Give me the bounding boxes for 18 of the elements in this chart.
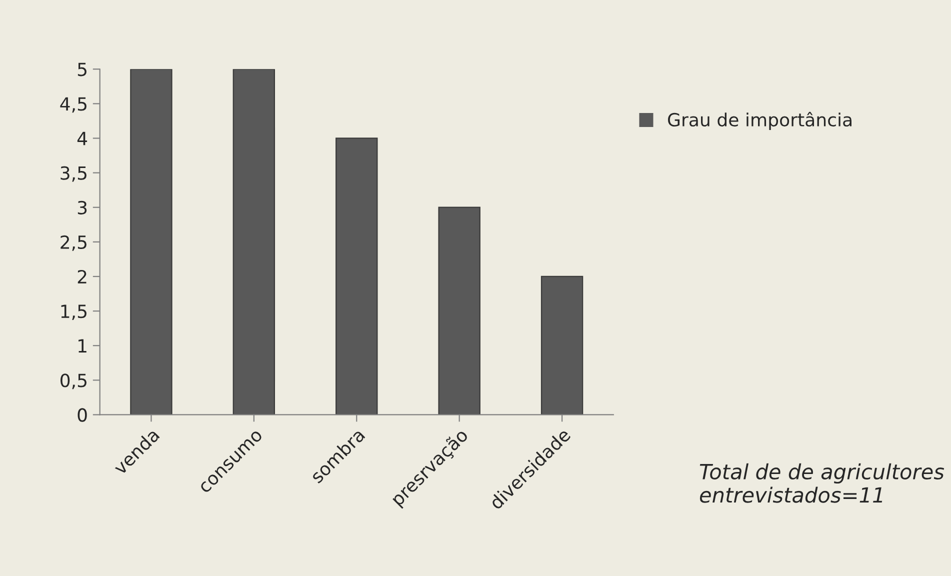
bar bbox=[336, 138, 378, 415]
text: Total de de agricultores entrevistados=11 bbox=[700, 463, 944, 503]
y-tick-label: 1 bbox=[78, 339, 86, 352]
bar bbox=[438, 206, 480, 415]
y-tick-label: 0,5 bbox=[60, 374, 86, 390]
y-tick-label: 4 bbox=[77, 132, 88, 146]
y-tick-label: 1,5 bbox=[61, 304, 86, 320]
bar bbox=[232, 69, 276, 415]
legend-label: Grau de importância bbox=[668, 112, 852, 130]
bar bbox=[130, 69, 172, 415]
y-tick-label: 2,5 bbox=[60, 235, 86, 251]
y-tick-label: 3 bbox=[78, 200, 87, 214]
y-tick-label: 5 bbox=[78, 62, 86, 76]
y-tick-label: 0 bbox=[78, 408, 87, 422]
y-tick-label: 2 bbox=[78, 270, 86, 284]
y-tick-label: 3,5 bbox=[60, 166, 86, 182]
y-tick-label: 4,5 bbox=[60, 97, 86, 113]
bar bbox=[540, 276, 584, 415]
